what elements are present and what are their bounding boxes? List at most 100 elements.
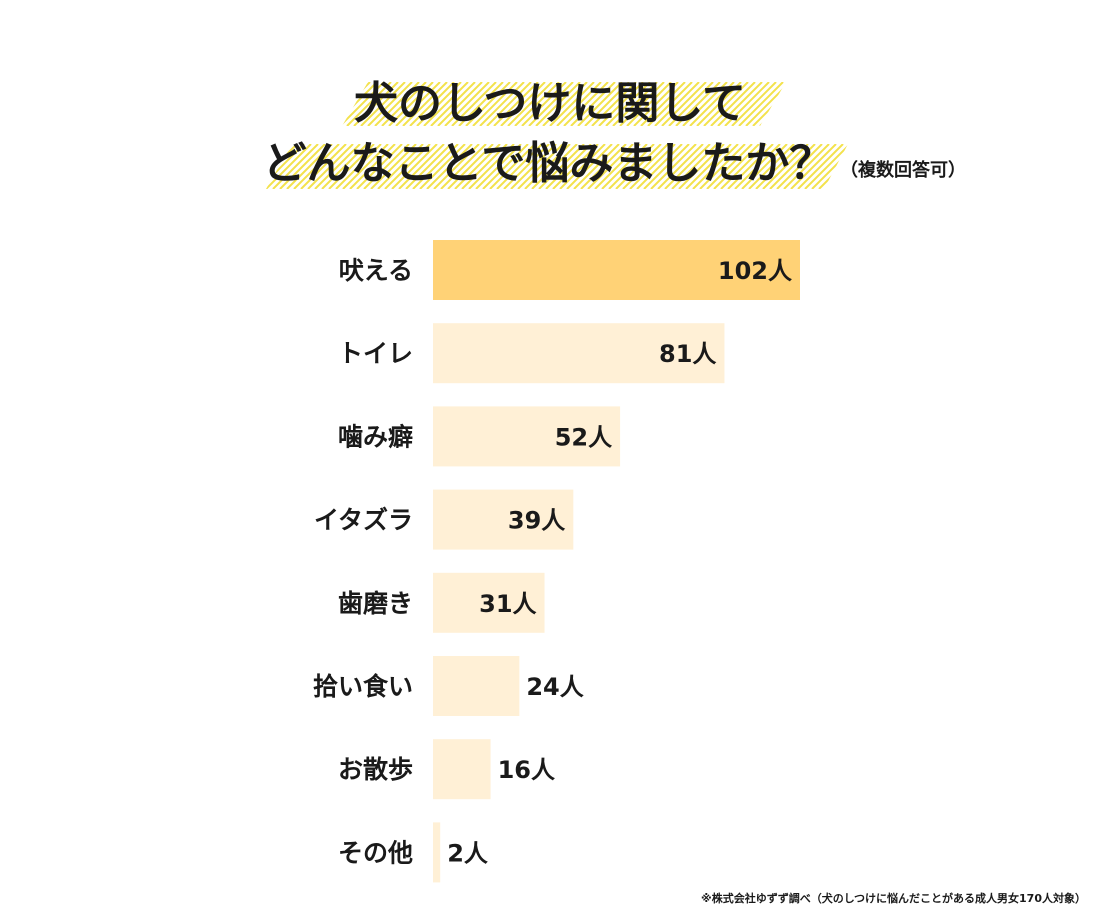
hatch-stripe <box>626 82 672 126</box>
hatch-stripe <box>591 82 637 126</box>
hatch-stripe <box>601 144 648 189</box>
hatch-stripe <box>503 144 550 189</box>
chart-footnote: ※株式会社ゆずず調べ（犬のしつけに悩んだことがある成人男女170人対象） <box>701 891 1086 905</box>
hatch-stripe <box>423 82 469 126</box>
hatch-stripe <box>433 144 480 189</box>
hatch-stripe <box>741 144 788 189</box>
hatch-stripe <box>668 82 714 126</box>
hatch-stripe <box>388 82 434 126</box>
hatch-stripe <box>349 144 396 189</box>
hatch-stripe <box>203 144 248 189</box>
hatch-stripe <box>552 144 599 189</box>
value-label: 52人 <box>555 423 612 451</box>
hatch-stripe <box>496 144 543 189</box>
hatch-stripe <box>381 82 427 126</box>
hatch-stripe <box>535 82 581 126</box>
hatch-stripe <box>430 82 476 126</box>
value-label: 81人 <box>659 340 716 368</box>
category-label: 拾い食い <box>313 672 413 701</box>
bar-8 <box>433 822 441 883</box>
hatch-stripe <box>196 144 241 189</box>
hatch-stripe <box>342 82 357 126</box>
hatch-stripe <box>398 144 445 189</box>
hatch-stripe <box>802 82 846 126</box>
hatch-stripe <box>182 144 227 189</box>
category-label: イタズラ <box>314 506 413 535</box>
hatch-stripe <box>272 144 319 189</box>
hatch-stripe <box>210 144 255 189</box>
hatch-stripe <box>493 82 539 126</box>
hatch-stripe <box>277 82 321 126</box>
hatch-stripe <box>790 144 837 189</box>
hatch-stripe <box>678 144 725 189</box>
hatch-stripe <box>454 144 501 189</box>
hatch-stripe <box>507 82 553 126</box>
hatch-stripe <box>321 144 368 189</box>
hatch-stripe <box>475 144 522 189</box>
hatch-stripe <box>696 82 742 126</box>
hatch-stripe <box>300 144 347 189</box>
hatch-band-2 <box>182 144 848 189</box>
hatch-stripe <box>346 82 392 126</box>
hatch-stripe <box>545 144 592 189</box>
hatch-stripe <box>654 82 700 126</box>
hatch-stripe <box>605 82 651 126</box>
hatch-stripe <box>542 82 588 126</box>
hatch-stripe <box>788 82 832 126</box>
hatch-stripe <box>717 82 763 126</box>
hatch-stripe <box>685 144 732 189</box>
category-label: トイレ <box>338 339 413 368</box>
hatch-stripe <box>377 144 424 189</box>
hatch-stripe <box>409 82 455 126</box>
hatch-stripe <box>437 82 483 126</box>
bar-2 <box>433 323 725 384</box>
hatch-stripe <box>703 82 749 126</box>
hatch-stripe <box>342 144 389 189</box>
hatch-stripe <box>661 82 707 126</box>
hatch-stripe <box>689 82 735 126</box>
hatch-stripe <box>514 82 560 126</box>
hatch-stripe <box>608 144 655 189</box>
hatch-stripe <box>444 82 490 126</box>
hatch-stripe <box>720 144 767 189</box>
hatch-stripe <box>636 144 683 189</box>
hatch-stripe <box>633 82 679 126</box>
hatch-stripe <box>314 144 361 189</box>
hatch-stripe <box>573 144 620 189</box>
hatch-stripe <box>451 82 497 126</box>
hatch-stripe <box>266 144 312 189</box>
hatch-stripe <box>587 144 634 189</box>
hatch-stripe <box>353 82 399 126</box>
category-label: 吠える <box>339 256 413 285</box>
hatch-stripe <box>416 82 462 126</box>
hatch-stripe <box>762 144 809 189</box>
hatch-stripe <box>682 82 728 126</box>
hatch-stripe <box>556 82 602 126</box>
hatch-stripe <box>783 144 830 189</box>
bar-5 <box>433 572 545 633</box>
hatch-stripe <box>710 82 756 126</box>
hatch-stripe <box>650 144 697 189</box>
hatch-stripe <box>286 144 333 189</box>
hatch-stripe <box>577 82 623 126</box>
title-highlight-hatch <box>182 82 848 189</box>
hatch-stripe <box>426 144 473 189</box>
hatch-stripe <box>391 144 438 189</box>
hatch-stripe <box>465 82 511 126</box>
hatch-stripe <box>584 82 630 126</box>
hatch-stripe <box>479 82 525 126</box>
hatch-stripe <box>395 82 441 126</box>
hatch-stripe <box>647 82 693 126</box>
hatch-stripe <box>279 144 326 189</box>
hatch-stripe <box>263 82 307 126</box>
hatch-stripe <box>563 82 609 126</box>
hatch-stripe <box>692 144 739 189</box>
hatch-stripe <box>356 144 403 189</box>
hatch-stripe <box>528 82 574 126</box>
hatch-stripe <box>405 144 452 189</box>
hatch-stripe <box>629 144 676 189</box>
hatch-stripe <box>486 82 532 126</box>
hatch-stripe <box>342 82 343 126</box>
